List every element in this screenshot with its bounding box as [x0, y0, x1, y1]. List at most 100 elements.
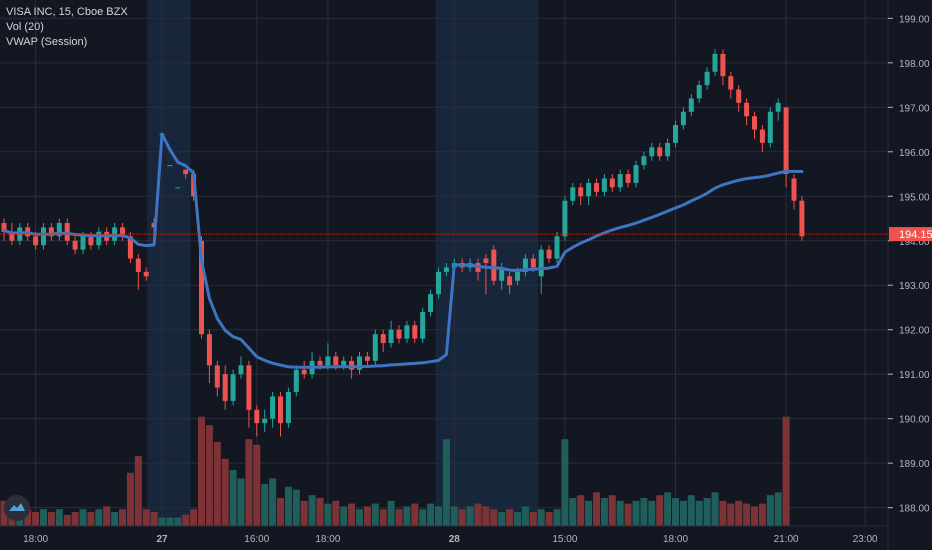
volume-bar — [751, 506, 758, 526]
candle — [214, 360, 220, 397]
price-tick-label: 195.00 — [899, 192, 930, 203]
candle-body — [88, 236, 94, 246]
volume-bar — [395, 509, 403, 526]
volume-bar — [593, 492, 600, 526]
candle-body — [341, 360, 347, 366]
candle-body — [420, 311, 426, 339]
candle — [720, 49, 726, 86]
candle-body — [317, 360, 323, 366]
volume-bar — [356, 509, 363, 526]
candle — [175, 187, 181, 189]
legend-volume[interactable]: Vol (20) — [6, 21, 44, 33]
candle — [72, 236, 78, 255]
candle-body — [586, 182, 592, 197]
candle — [246, 360, 252, 428]
volume-bar — [221, 458, 229, 526]
candle — [696, 80, 702, 103]
volume-bar — [719, 500, 727, 526]
candle-body — [41, 227, 46, 246]
candle — [143, 267, 149, 281]
candle-body — [736, 89, 742, 103]
volume-bar — [608, 495, 616, 526]
candle — [649, 142, 655, 161]
candle — [641, 151, 647, 170]
candle-body — [601, 178, 607, 192]
volume-bar — [600, 498, 608, 526]
vwap-line — [2, 132, 804, 369]
candle-body — [80, 236, 86, 250]
volume-bar — [237, 478, 245, 526]
volume-bar — [569, 498, 577, 526]
volume-bar — [158, 517, 166, 526]
price-axis[interactable]: 199.00 198.00 197.00 196.00 195.00 194.00 193.… — [887, 0, 930, 550]
price-tick-label: 192.00 — [899, 326, 930, 337]
candle — [775, 98, 781, 121]
volume-bar — [640, 498, 648, 526]
legend-symbol[interactable]: VISA INC, 15, Cboe BZX — [6, 6, 128, 18]
candle-body — [135, 258, 141, 272]
volume-bar — [47, 512, 55, 526]
volume-bar — [213, 442, 221, 526]
candle-body — [278, 396, 283, 424]
candle — [380, 329, 386, 352]
candle — [293, 365, 299, 397]
candle — [712, 49, 718, 77]
volume-bar — [403, 506, 411, 526]
legend-vwap[interactable]: VWAP (Session) — [6, 36, 88, 48]
volume-bar — [87, 512, 95, 526]
candle-body — [72, 240, 78, 250]
candle-body — [96, 231, 102, 246]
time-tick-label: 18:00 — [23, 534, 48, 545]
candle — [230, 369, 236, 406]
volume-bar — [411, 503, 419, 526]
price-tick-label: 189.00 — [899, 459, 930, 470]
candle — [206, 329, 212, 384]
volume-bar — [679, 500, 687, 526]
volume-bar — [182, 514, 190, 526]
time-axis[interactable]: 18:00 27 16:00 18:00 28 15:00 18:00 21:00 23:00 — [0, 525, 888, 545]
candle-body — [554, 236, 560, 259]
candle-body — [799, 200, 805, 237]
candle — [64, 218, 70, 246]
volume-bar — [687, 495, 695, 526]
volume-bar — [656, 495, 664, 526]
volume-bar — [111, 512, 119, 526]
volume-bar — [672, 498, 679, 526]
candle-body — [293, 369, 299, 392]
candle — [420, 307, 426, 344]
volume-bar — [703, 498, 711, 526]
candle-body — [214, 365, 220, 388]
candle-body — [665, 142, 671, 157]
candle — [278, 392, 283, 437]
tradingview-logo-icon[interactable] — [4, 495, 30, 521]
volume-bar — [648, 500, 656, 526]
candle — [657, 142, 663, 161]
volume-bar — [427, 503, 435, 526]
candle-body — [364, 356, 370, 361]
volume-bar — [134, 456, 142, 526]
volume-bar — [743, 503, 751, 526]
time-tick-label: 15:00 — [552, 534, 577, 545]
candle-body — [775, 102, 781, 112]
candle — [704, 67, 710, 90]
volume-bar — [442, 439, 450, 526]
volume-bar — [40, 509, 47, 526]
volume-bar — [119, 509, 126, 526]
candle — [183, 169, 189, 179]
candle — [799, 196, 805, 241]
volume-bar — [466, 506, 474, 526]
volume-bar — [624, 503, 632, 526]
candle-body — [357, 356, 362, 370]
price-tick-label: 194.00 — [899, 237, 930, 248]
candle-body — [783, 107, 789, 175]
candle — [522, 254, 528, 277]
candle-body — [199, 240, 204, 335]
candle — [609, 174, 615, 192]
candle — [578, 182, 584, 206]
volume-bar — [269, 478, 277, 526]
candle-body — [206, 334, 212, 366]
candlestick-series — [1, 49, 805, 437]
volume-bar — [419, 509, 427, 526]
volume-bar — [521, 506, 529, 526]
